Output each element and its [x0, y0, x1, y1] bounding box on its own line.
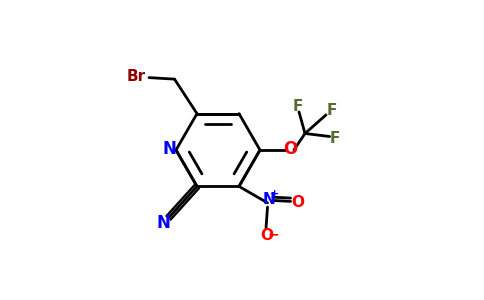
Text: Br: Br: [127, 69, 146, 84]
Text: F: F: [292, 99, 302, 114]
Text: N: N: [156, 214, 170, 232]
Text: −: −: [268, 227, 279, 242]
Text: O: O: [283, 140, 298, 158]
Text: N: N: [263, 192, 275, 207]
Text: F: F: [326, 103, 336, 118]
Text: F: F: [330, 131, 340, 146]
Text: O: O: [260, 228, 273, 243]
Text: +: +: [270, 190, 279, 200]
Text: N: N: [163, 140, 176, 158]
Text: O: O: [291, 195, 304, 210]
